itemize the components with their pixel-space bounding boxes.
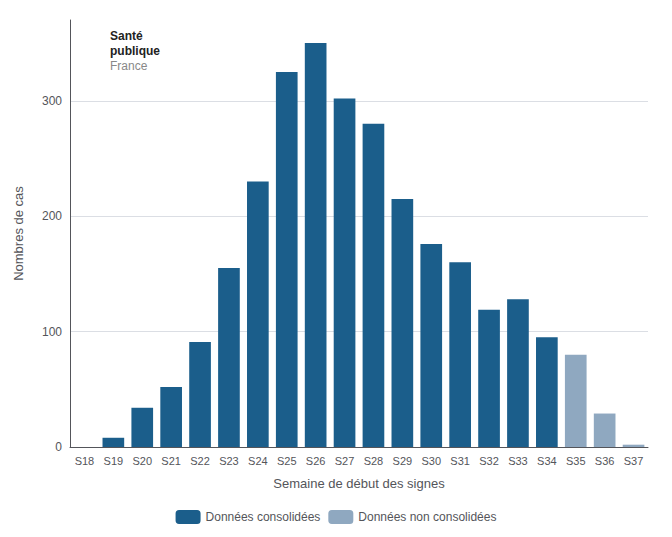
svg-text:200: 200 xyxy=(42,209,62,223)
svg-text:S30: S30 xyxy=(421,455,441,467)
svg-text:S29: S29 xyxy=(393,455,413,467)
svg-text:S18: S18 xyxy=(75,455,95,467)
svg-text:300: 300 xyxy=(42,94,62,108)
svg-text:S34: S34 xyxy=(537,455,557,467)
svg-text:Données non consolidées: Données non consolidées xyxy=(358,510,496,524)
svg-text:S24: S24 xyxy=(248,455,268,467)
svg-text:S36: S36 xyxy=(595,455,615,467)
svg-text:S20: S20 xyxy=(132,455,152,467)
svg-text:France: France xyxy=(110,59,148,73)
svg-text:S35: S35 xyxy=(566,455,586,467)
svg-text:S25: S25 xyxy=(277,455,297,467)
svg-text:S31: S31 xyxy=(450,455,470,467)
svg-text:100: 100 xyxy=(42,325,62,339)
svg-text:S22: S22 xyxy=(190,455,210,467)
svg-text:publique: publique xyxy=(110,44,160,58)
svg-text:Semaine de début des signes: Semaine de début des signes xyxy=(273,476,445,491)
svg-text:0: 0 xyxy=(55,440,62,454)
svg-text:Santé: Santé xyxy=(110,29,143,43)
svg-text:S23: S23 xyxy=(219,455,239,467)
svg-text:S28: S28 xyxy=(364,455,384,467)
svg-text:S19: S19 xyxy=(104,455,124,467)
svg-text:Données consolidées: Données consolidées xyxy=(206,510,321,524)
svg-text:S27: S27 xyxy=(335,455,355,467)
svg-text:S37: S37 xyxy=(624,455,644,467)
svg-text:Nombres de cas: Nombres de cas xyxy=(11,186,26,281)
svg-text:S21: S21 xyxy=(161,455,181,467)
svg-text:S32: S32 xyxy=(479,455,499,467)
svg-text:S26: S26 xyxy=(306,455,326,467)
svg-text:S33: S33 xyxy=(508,455,528,467)
